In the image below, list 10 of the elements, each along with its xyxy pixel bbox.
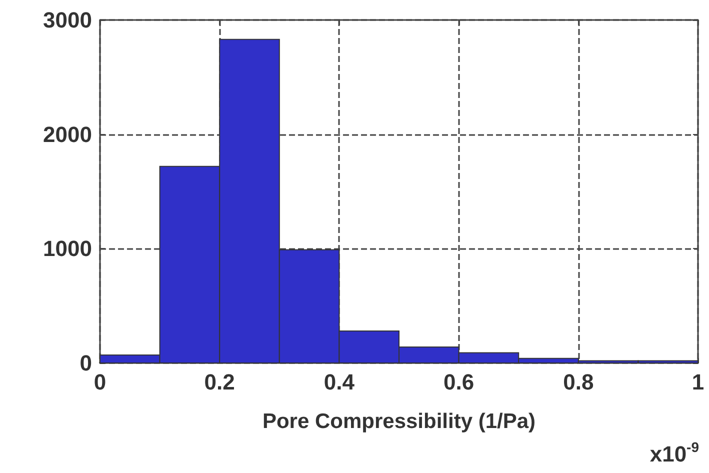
y-tick-label: 1000 — [43, 236, 92, 262]
y-tick-label: 2000 — [43, 122, 92, 147]
y-tick-label: 3000 — [43, 8, 92, 32]
x-tick-label: 0.4 — [324, 370, 356, 394]
x-tick-label: 0.8 — [563, 370, 594, 394]
x-axis-title: Pore Compressibility (1/Pa) — [262, 410, 536, 433]
x-tick-label: 1 — [692, 370, 704, 394]
x-tick-label: 0.2 — [204, 370, 235, 394]
y-tick-label: 0 — [80, 350, 92, 376]
x-tick-label: 0.6 — [444, 370, 474, 394]
